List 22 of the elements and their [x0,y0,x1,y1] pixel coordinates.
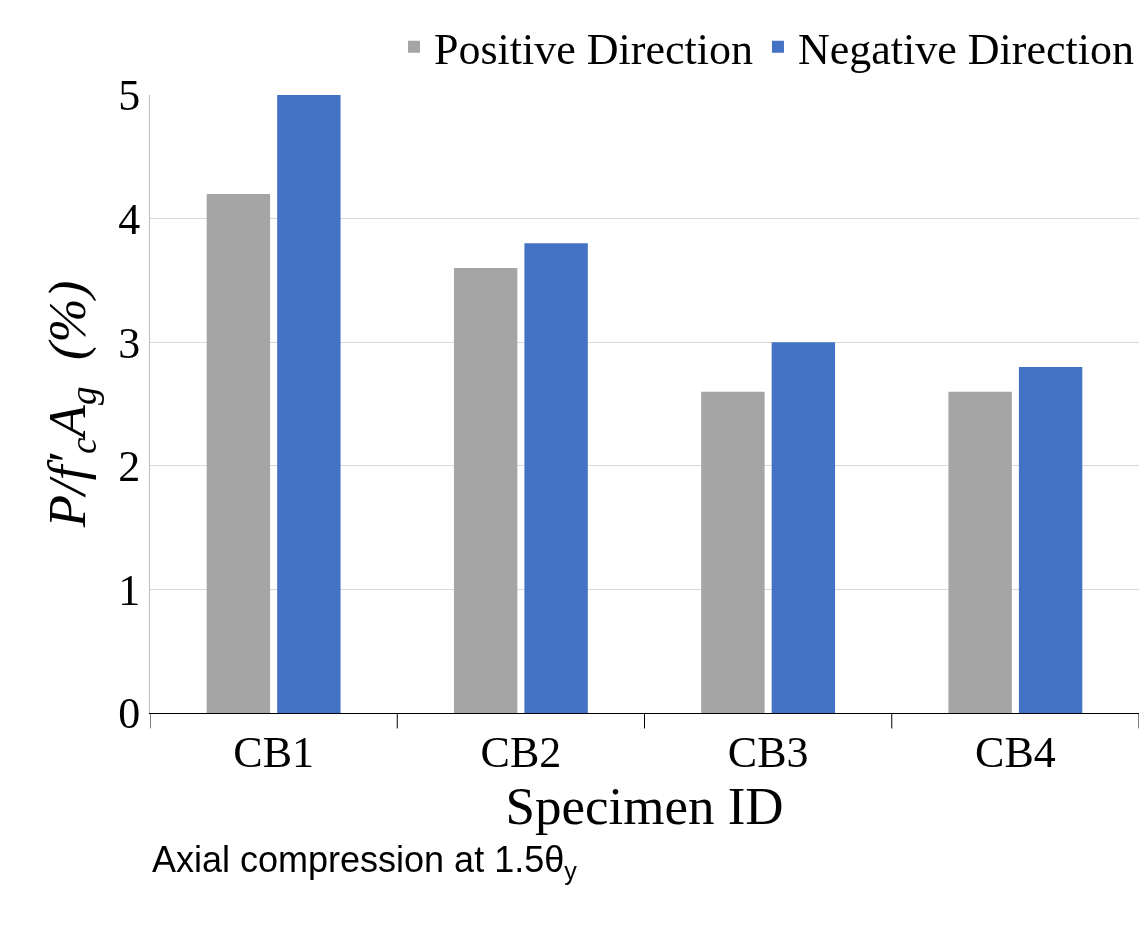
x-tick-label: CB2 [480,727,562,777]
bar [771,342,836,713]
bar [948,391,1012,713]
y-tick-label: 5 [118,71,141,121]
bar [1018,366,1083,713]
bar [453,268,518,713]
legend-label: Negative Direction [797,24,1134,74]
legend-label: Positive Direction [434,24,753,74]
y-tick-label: 3 [118,318,141,368]
y-tick-label: 4 [118,195,141,244]
x-axis-title: Specimen ID [505,776,784,835]
text: Axial compression at 1.5θ$_{y}$ [152,839,578,885]
x-tick-label: CB1 [233,727,314,777]
y-tick-label: 1 [118,565,141,615]
x-tick-label: CB3 [727,727,809,777]
bar [524,243,588,713]
bar [277,95,341,713]
y-tick-label: 0 [118,689,141,739]
bar [701,391,765,713]
y-tick-label: 2 [118,442,141,492]
bar [206,193,271,713]
x-tick-label: CB4 [975,727,1056,777]
